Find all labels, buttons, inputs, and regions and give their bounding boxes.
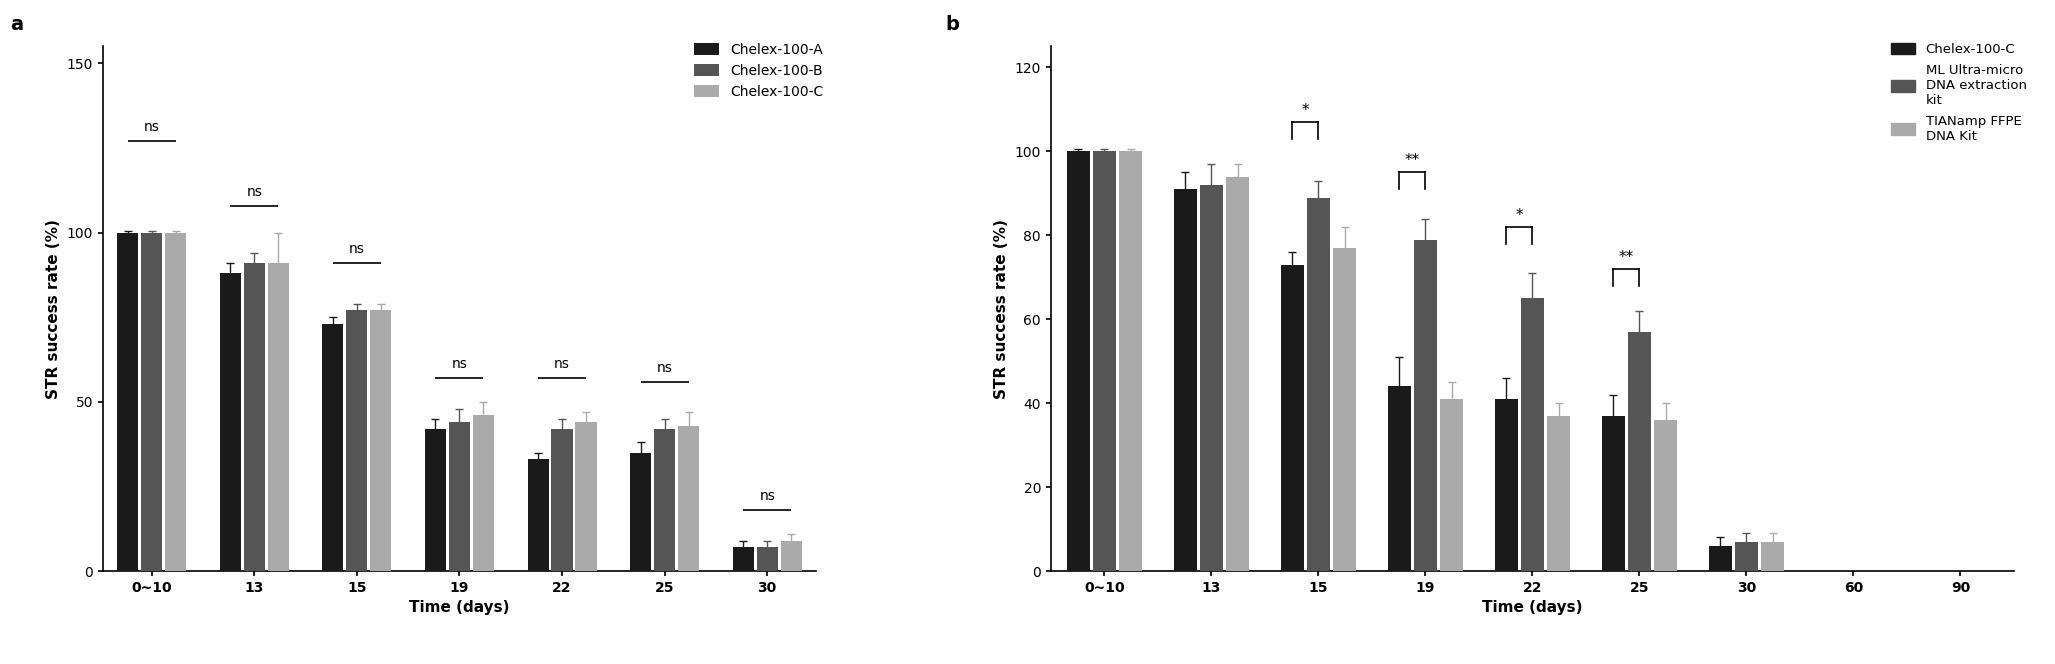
Text: ns: ns xyxy=(247,185,263,199)
Text: *: * xyxy=(1301,103,1309,118)
Bar xyxy=(1761,542,1784,571)
Text: ns: ns xyxy=(758,489,775,503)
Text: ns: ns xyxy=(658,361,672,374)
Bar xyxy=(1734,542,1757,571)
Legend: Chelex-100-A, Chelex-100-B, Chelex-100-C: Chelex-100-A, Chelex-100-B, Chelex-100-C xyxy=(695,43,824,99)
Bar xyxy=(1521,298,1543,571)
Bar xyxy=(1307,198,1330,571)
Bar xyxy=(1334,248,1356,571)
Bar xyxy=(473,416,493,571)
Bar xyxy=(425,429,446,571)
Bar xyxy=(117,232,138,571)
Bar xyxy=(448,422,471,571)
Bar xyxy=(1494,399,1519,571)
Text: a: a xyxy=(10,15,23,34)
Bar xyxy=(1547,416,1570,571)
Text: ns: ns xyxy=(144,120,160,135)
Bar xyxy=(1441,399,1463,571)
Bar xyxy=(267,263,290,571)
Bar xyxy=(528,459,549,571)
X-axis label: Time (days): Time (days) xyxy=(1482,600,1582,616)
Text: b: b xyxy=(945,15,960,34)
Bar xyxy=(1227,177,1249,571)
Bar xyxy=(1387,386,1410,571)
Y-axis label: STR success rate (%): STR success rate (%) xyxy=(995,219,1009,398)
Text: **: ** xyxy=(1619,250,1634,265)
Bar xyxy=(1093,151,1116,571)
Bar xyxy=(220,273,240,571)
Bar xyxy=(678,426,699,571)
Bar xyxy=(653,429,676,571)
Y-axis label: STR success rate (%): STR success rate (%) xyxy=(45,219,62,398)
Bar xyxy=(631,453,651,571)
Text: ns: ns xyxy=(349,242,366,256)
Bar xyxy=(1414,240,1436,571)
Bar xyxy=(756,547,777,571)
Bar xyxy=(1067,151,1089,571)
Bar xyxy=(1120,151,1143,571)
Bar xyxy=(575,422,596,571)
Bar xyxy=(1654,420,1677,571)
Text: *: * xyxy=(1515,208,1523,222)
Bar xyxy=(245,263,265,571)
Bar xyxy=(781,540,801,571)
Bar xyxy=(1601,416,1626,571)
Bar xyxy=(551,429,573,571)
Text: ns: ns xyxy=(555,357,569,371)
Bar xyxy=(347,311,368,571)
X-axis label: Time (days): Time (days) xyxy=(409,600,510,616)
Bar xyxy=(1173,189,1196,571)
Text: ns: ns xyxy=(452,357,466,371)
Bar xyxy=(164,232,187,571)
Bar xyxy=(1628,332,1650,571)
Bar xyxy=(370,311,390,571)
Bar xyxy=(1200,185,1223,571)
Legend: Chelex-100-C, ML Ultra-micro
DNA extraction
kit, TIANamp FFPE
DNA Kit: Chelex-100-C, ML Ultra-micro DNA extract… xyxy=(1891,42,2026,143)
Bar xyxy=(1708,546,1732,571)
Bar xyxy=(323,324,343,571)
Text: **: ** xyxy=(1406,153,1420,168)
Bar xyxy=(142,232,162,571)
Bar xyxy=(1280,265,1303,571)
Bar xyxy=(734,547,754,571)
